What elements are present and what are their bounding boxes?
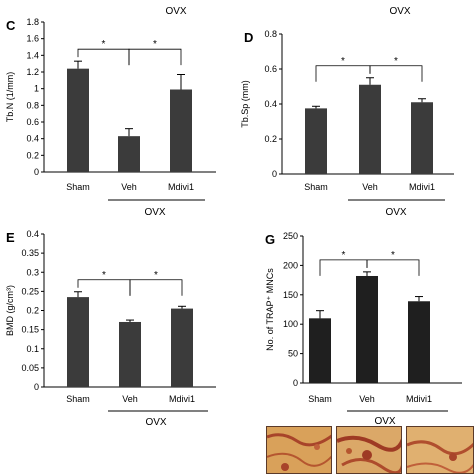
panel-d-top-label: OVX: [389, 6, 410, 17]
panel-c-letter: C: [6, 18, 16, 33]
panel-g-significance-star-0: *: [342, 250, 346, 261]
panel-d-group-label: OVX: [385, 207, 406, 218]
panel-g-letter: G: [265, 232, 275, 247]
panel-g-y-tick-label: 0: [293, 378, 298, 388]
panel-d-y-label: Tb.Sp (mm): [240, 80, 250, 128]
panel-g-y-tick-label: 150: [283, 290, 298, 300]
panel-d-category-label-0: Sham: [304, 182, 328, 192]
panel-d-bar-1: [359, 84, 381, 174]
panel-c-category-label-0: Sham: [66, 182, 90, 192]
panel-e-category-label-1: Veh: [122, 394, 138, 404]
panel-c-significance-bracket-1: [128, 48, 182, 66]
panel-g-y-label: No. of TRAP⁺ MNCs: [265, 268, 275, 351]
panel-c-category-label-1: Veh: [121, 182, 137, 192]
panel-e-y-tick-label: 0.05: [21, 363, 39, 373]
panel-c-y-tick-label: 0.6: [26, 117, 39, 127]
panel-e-y-tick-label: 0.3: [26, 267, 39, 277]
panel-e-significance-star-1: *: [154, 270, 158, 281]
panel-d-significance-bracket-1: [369, 65, 423, 82]
panel-e-y-tick-label: 0.1: [26, 344, 39, 354]
panel-g-significance-bracket-1: [366, 259, 420, 276]
panel-c-category-label-2: Mdivi1: [168, 182, 194, 192]
panel-e-group-label: OVX: [145, 417, 166, 428]
panel-g-significance-star-1: *: [391, 250, 395, 261]
panel-c-significance-star-0: *: [102, 39, 106, 50]
panel-e-y-tick-label: 0.2: [26, 306, 39, 316]
panel-e-y-label: BMD (g/cm³): [5, 285, 15, 336]
panel-e-y-tick-label: 0.35: [21, 248, 39, 258]
panel-c-significance-star-1: *: [153, 39, 157, 50]
micrographs-label: OVX: [374, 416, 395, 427]
panel-d-bar-2: [411, 102, 433, 174]
panel-e-significance-bracket-0: [77, 279, 131, 296]
panel-g-y-tick-label: 200: [283, 260, 298, 270]
panel-g-bar-2: [408, 301, 430, 383]
panel-d-category-label-1: Veh: [362, 182, 378, 192]
panel-e-y-tick-label: 0.4: [26, 229, 39, 239]
panel-e-bar-1: [119, 321, 141, 387]
panel-e-y-tick-label: 0.15: [21, 325, 39, 335]
panel-g-bar-0: [309, 318, 331, 383]
panel-c-y-tick-label: 0: [34, 167, 39, 177]
panel-c-y-tick-label: 1.8: [26, 17, 39, 27]
panel-c-bar-1: [118, 136, 140, 172]
panel-e-y-tick-label: 0: [34, 382, 39, 392]
panel-g-y-tick-label: 50: [288, 349, 298, 359]
panel-e-bar-2: [171, 308, 193, 387]
panel-d-significance-star-1: *: [394, 56, 398, 67]
panel-c-y-tick-label: 0.2: [26, 150, 39, 160]
panel-e-category-label-0: Sham: [66, 394, 90, 404]
panel-e-category-label-2: Mdivi1: [169, 394, 195, 404]
panel-c-y-label: Tb.N (1/mm): [5, 72, 15, 123]
panel-e-letter: E: [6, 230, 15, 245]
panel-d-y-tick-label: 0.2: [264, 134, 277, 144]
panel-c-top-label: OVX: [165, 6, 186, 17]
panel-d-bar-0: [305, 108, 327, 174]
panel-c-bar-0: [67, 68, 89, 172]
panel-d-y-tick-label: 0.8: [264, 29, 277, 39]
panel-c-y-tick-label: 0.8: [26, 100, 39, 110]
panel-g-y-tick-label: 250: [283, 231, 298, 241]
panel-d-y-tick-label: 0: [272, 169, 277, 179]
panel-e-bar-0: [67, 297, 89, 387]
micrograph-sham: [266, 426, 332, 474]
panel-c-significance-bracket-0: [77, 48, 130, 66]
panel-g-category-label-2: Mdivi1: [406, 394, 432, 404]
panel-c-y-tick-label: 0.4: [26, 134, 39, 144]
panel-d-y-tick-label: 0.4: [264, 99, 277, 109]
panel-d-significance-bracket-0: [315, 65, 371, 82]
micrograph-veh-image: [337, 427, 401, 473]
panel-e-significance-bracket-1: [129, 279, 183, 296]
panel-d-category-label-2: Mdivi1: [409, 182, 435, 192]
micrograph-veh: [336, 426, 402, 474]
panel-d-letter: D: [244, 30, 253, 45]
panel-c-bar-2: [170, 89, 192, 172]
panel-c-y-tick-label: 1: [34, 84, 39, 94]
panel-e-y-tick-label: 0.25: [21, 286, 39, 296]
panel-e-significance-star-0: *: [102, 270, 106, 281]
panel-g-significance-bracket-0: [319, 259, 368, 276]
micrograph-sham-image: [267, 427, 331, 473]
micrograph-mdivi1-image: [407, 427, 473, 473]
panel-c-y-tick-label: 1.4: [26, 50, 39, 60]
panel-d-y-tick-label: 0.6: [264, 64, 277, 74]
panel-g-y-tick-label: 100: [283, 319, 298, 329]
panel-c-group-label: OVX: [144, 207, 165, 218]
panel-c-y-tick-label: 1.2: [26, 67, 39, 77]
panel-g-bar-1: [356, 275, 378, 383]
panel-d-significance-star-0: *: [341, 56, 345, 67]
panel-g-category-label-0: Sham: [308, 394, 332, 404]
panel-g-category-label-1: Veh: [359, 394, 375, 404]
panel-c-y-tick-label: 1.6: [26, 34, 39, 44]
micrograph-mdivi1: [406, 426, 474, 474]
